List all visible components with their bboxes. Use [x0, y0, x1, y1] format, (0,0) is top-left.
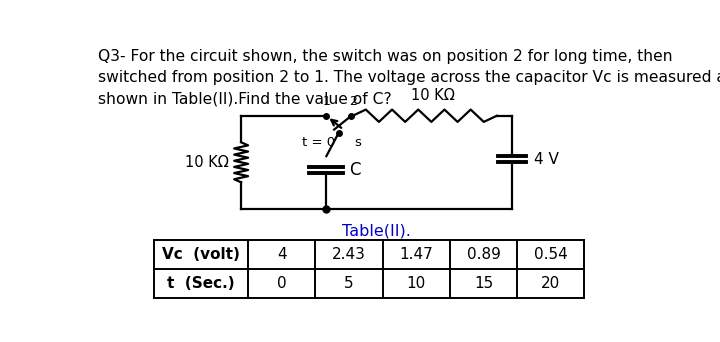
Text: 5: 5: [344, 276, 354, 291]
Text: 1.47: 1.47: [400, 247, 433, 262]
Text: Table(II).: Table(II).: [342, 224, 411, 238]
Text: t = 0: t = 0: [302, 136, 336, 149]
Text: t  (Sec.): t (Sec.): [167, 276, 235, 291]
Text: 2.43: 2.43: [332, 247, 366, 262]
Text: 2: 2: [348, 95, 356, 108]
Text: 0: 0: [277, 276, 287, 291]
Text: 10: 10: [407, 276, 426, 291]
Text: 15: 15: [474, 276, 493, 291]
Text: Q3- For the circuit shown, the switch was on position 2 for long time, then
swit: Q3- For the circuit shown, the switch wa…: [98, 49, 720, 107]
Text: 10 KΩ: 10 KΩ: [410, 89, 454, 103]
Text: 20: 20: [541, 276, 560, 291]
Text: 1: 1: [323, 95, 330, 108]
Text: 0.54: 0.54: [534, 247, 567, 262]
Text: 0.89: 0.89: [467, 247, 500, 262]
Text: 4: 4: [277, 247, 287, 262]
Text: 10 KΩ: 10 KΩ: [185, 155, 229, 170]
Text: 4 V: 4 V: [534, 152, 559, 167]
Text: C: C: [350, 161, 361, 179]
Text: Vc  (volt): Vc (volt): [162, 247, 240, 262]
Text: s: s: [354, 136, 361, 149]
